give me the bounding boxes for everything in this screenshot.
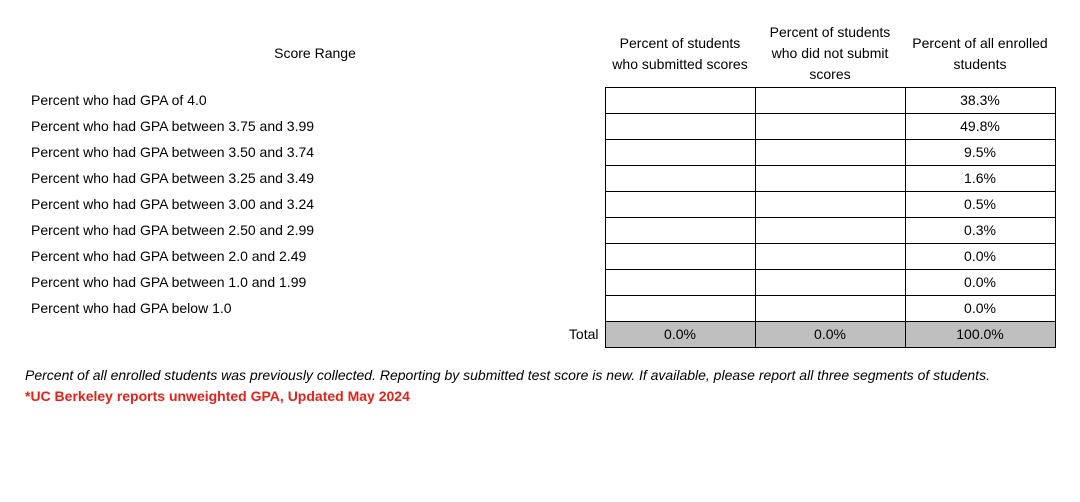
gpa-table: Score Range Percent of students who subm… — [25, 20, 1056, 348]
total-cell: 0.0% — [755, 322, 905, 348]
table-header-row: Score Range Percent of students who subm… — [25, 20, 1055, 88]
table-row: Percent who had GPA between 1.0 and 1.99… — [25, 270, 1055, 296]
table-cell — [755, 270, 905, 296]
table-cell: 0.0% — [905, 296, 1055, 322]
table-row: Percent who had GPA between 2.0 and 2.49… — [25, 244, 1055, 270]
total-cell: 100.0% — [905, 322, 1055, 348]
table-cell — [605, 88, 755, 114]
table-cell — [755, 88, 905, 114]
row-label: Percent who had GPA between 3.75 and 3.9… — [25, 114, 605, 140]
table-cell — [605, 140, 755, 166]
table-cell: 0.0% — [905, 244, 1055, 270]
table-cell — [605, 244, 755, 270]
table-cell — [755, 192, 905, 218]
table-cell: 49.8% — [905, 114, 1055, 140]
table-cell: 0.3% — [905, 218, 1055, 244]
footnote-text: Percent of all enrolled students was pre… — [25, 366, 1055, 386]
table-row: Percent who had GPA between 3.50 and 3.7… — [25, 140, 1055, 166]
row-label: Percent who had GPA of 4.0 — [25, 88, 605, 114]
header-col-not-submitted: Percent of students who did not submit s… — [755, 20, 905, 88]
table-cell — [605, 218, 755, 244]
table-cell — [755, 296, 905, 322]
row-label: Percent who had GPA between 2.50 and 2.9… — [25, 218, 605, 244]
table-cell — [605, 270, 755, 296]
table-cell: 38.3% — [905, 88, 1055, 114]
table-cell — [605, 166, 755, 192]
header-col-submitted: Percent of students who submitted scores — [605, 20, 755, 88]
table-cell: 1.6% — [905, 166, 1055, 192]
header-col-all-enrolled: Percent of all enrolled students — [905, 20, 1055, 88]
table-cell: 0.5% — [905, 192, 1055, 218]
table-cell — [605, 114, 755, 140]
table-row: Percent who had GPA between 3.25 and 3.4… — [25, 166, 1055, 192]
table-row: Percent who had GPA between 3.00 and 3.2… — [25, 192, 1055, 218]
row-label: Percent who had GPA between 3.00 and 3.2… — [25, 192, 605, 218]
row-label: Percent who had GPA between 2.0 and 2.49 — [25, 244, 605, 270]
row-label: Percent who had GPA between 1.0 and 1.99 — [25, 270, 605, 296]
table-cell: 0.0% — [905, 270, 1055, 296]
table-cell — [605, 192, 755, 218]
table-cell — [605, 296, 755, 322]
table-row: Percent who had GPA below 1.0 0.0% — [25, 296, 1055, 322]
table-cell — [755, 140, 905, 166]
table-total-row: Total0.0%0.0%100.0% — [25, 322, 1055, 348]
row-label: Percent who had GPA below 1.0 — [25, 296, 605, 322]
table-cell — [755, 218, 905, 244]
table-row: Percent who had GPA between 2.50 and 2.9… — [25, 218, 1055, 244]
total-label: Total — [25, 322, 605, 348]
table-cell — [755, 114, 905, 140]
table-cell — [755, 166, 905, 192]
table-cell — [755, 244, 905, 270]
table-cell: 9.5% — [905, 140, 1055, 166]
header-score-range: Score Range — [25, 20, 605, 88]
row-label: Percent who had GPA between 3.50 and 3.7… — [25, 140, 605, 166]
red-note: *UC Berkeley reports unweighted GPA, Upd… — [25, 388, 1055, 404]
table-row: Percent who had GPA between 3.75 and 3.9… — [25, 114, 1055, 140]
total-cell: 0.0% — [605, 322, 755, 348]
table-row: Percent who had GPA of 4.0 38.3% — [25, 88, 1055, 114]
row-label: Percent who had GPA between 3.25 and 3.4… — [25, 166, 605, 192]
